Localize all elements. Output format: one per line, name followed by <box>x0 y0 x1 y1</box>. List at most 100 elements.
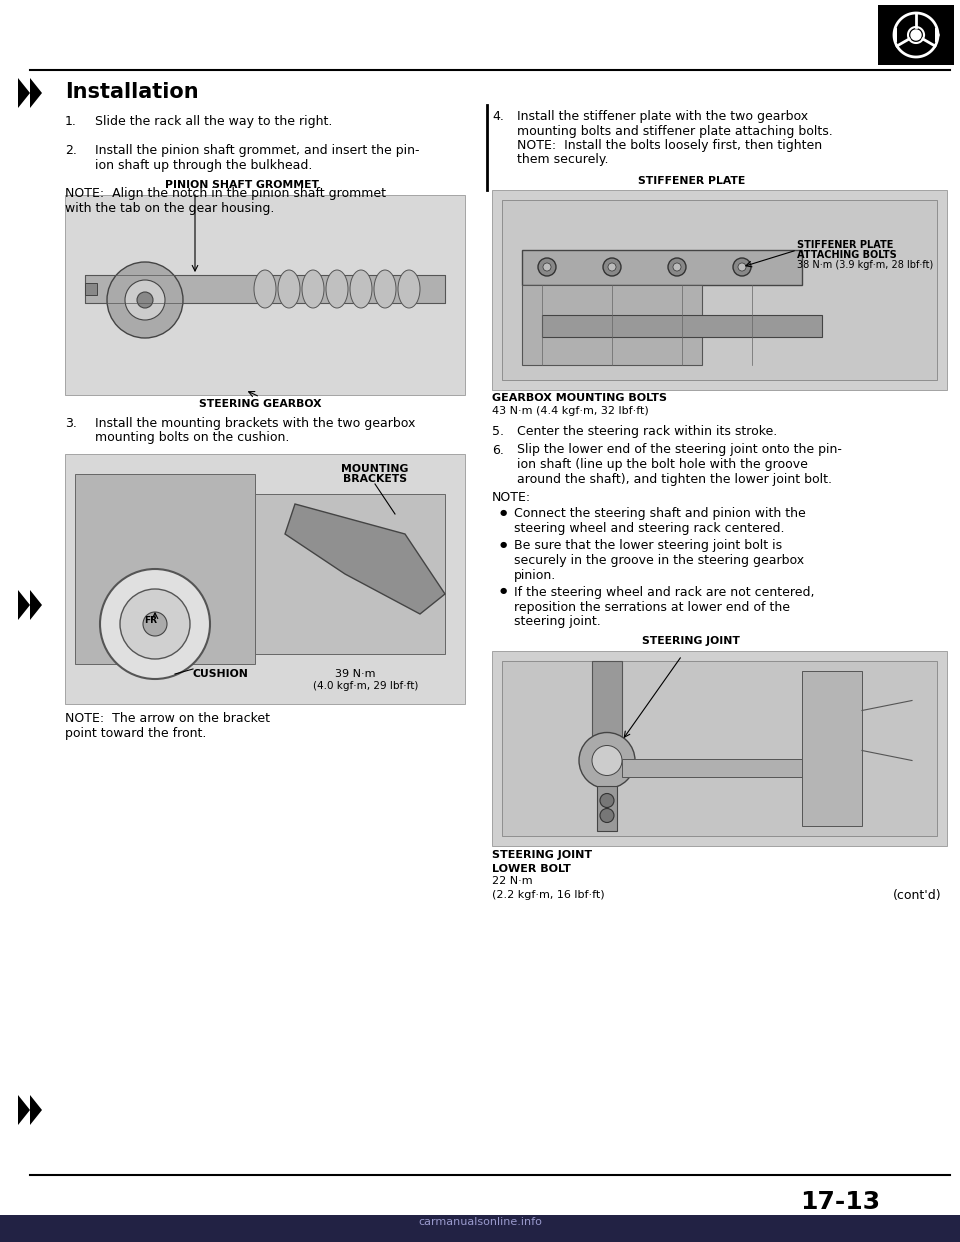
Bar <box>492 190 947 390</box>
Ellipse shape <box>278 270 300 308</box>
Text: pinion.: pinion. <box>514 569 556 581</box>
Text: CUSHION: CUSHION <box>192 669 248 679</box>
Text: MOUNTING: MOUNTING <box>342 465 409 474</box>
Text: 1.: 1. <box>65 116 77 128</box>
Bar <box>935 29 938 42</box>
Text: reposition the serrations at lower end of the: reposition the serrations at lower end o… <box>514 600 790 614</box>
Text: carmanualsonline.info: carmanualsonline.info <box>418 1217 542 1227</box>
Text: FR: FR <box>145 616 157 625</box>
Bar <box>85 274 445 303</box>
Text: steering joint.: steering joint. <box>514 615 601 628</box>
Text: STEERING JOINT: STEERING JOINT <box>492 851 592 861</box>
Text: 4.: 4. <box>492 111 504 123</box>
Bar <box>502 661 937 836</box>
Text: ●: ● <box>500 508 507 517</box>
Text: them securely.: them securely. <box>517 154 609 166</box>
Bar <box>522 250 802 284</box>
Text: 3.: 3. <box>65 417 77 430</box>
Bar <box>0 1215 960 1242</box>
Ellipse shape <box>374 270 396 308</box>
Text: ion shaft up through the bulkhead.: ion shaft up through the bulkhead. <box>95 159 312 171</box>
Text: (4.0 kgf·m, 29 lbf·ft): (4.0 kgf·m, 29 lbf·ft) <box>313 681 419 691</box>
Circle shape <box>911 30 921 40</box>
Bar <box>65 195 465 395</box>
Bar <box>522 284 702 365</box>
Text: point toward the front.: point toward the front. <box>65 727 206 739</box>
Text: ●: ● <box>500 586 507 595</box>
Text: If the steering wheel and rack are not centered,: If the steering wheel and rack are not c… <box>514 586 814 599</box>
Circle shape <box>608 263 616 271</box>
Ellipse shape <box>326 270 348 308</box>
Text: Installation: Installation <box>65 82 199 102</box>
Text: ATTACHING BOLTS: ATTACHING BOLTS <box>797 250 897 260</box>
Text: securely in the groove in the steering gearbox: securely in the groove in the steering g… <box>514 554 804 568</box>
Text: Connect the steering shaft and pinion with the: Connect the steering shaft and pinion wi… <box>514 508 805 520</box>
Text: STIFFENER PLATE: STIFFENER PLATE <box>797 240 894 250</box>
Circle shape <box>668 258 686 276</box>
Ellipse shape <box>302 270 324 308</box>
Circle shape <box>600 794 614 807</box>
Text: BRACKETS: BRACKETS <box>343 474 407 484</box>
Text: STIFFENER PLATE: STIFFENER PLATE <box>638 176 746 186</box>
Ellipse shape <box>254 270 276 308</box>
Text: ion shaft (line up the bolt hole with the groove: ion shaft (line up the bolt hole with th… <box>517 458 808 471</box>
Polygon shape <box>30 1095 42 1125</box>
Bar <box>75 474 255 664</box>
Text: Install the stiffener plate with the two gearbox: Install the stiffener plate with the two… <box>517 111 808 123</box>
Text: mounting bolts and stiffener plate attaching bolts.: mounting bolts and stiffener plate attac… <box>517 124 832 138</box>
Text: STEERING GEARBOX: STEERING GEARBOX <box>199 399 322 409</box>
Text: steering wheel and steering rack centered.: steering wheel and steering rack centere… <box>514 522 784 535</box>
Polygon shape <box>18 590 30 620</box>
Bar <box>85 283 97 296</box>
Circle shape <box>543 263 551 271</box>
Text: NOTE:  Align the notch in the pinion shaft grommet: NOTE: Align the notch in the pinion shaf… <box>65 188 386 200</box>
Circle shape <box>738 263 746 271</box>
Text: 2.: 2. <box>65 144 77 156</box>
Bar <box>492 651 947 846</box>
Circle shape <box>538 258 556 276</box>
Text: Install the pinion shaft grommet, and insert the pin-: Install the pinion shaft grommet, and in… <box>95 144 420 156</box>
Text: LOWER BOLT: LOWER BOLT <box>492 863 571 873</box>
Text: 5.: 5. <box>492 425 504 438</box>
Bar <box>502 200 937 380</box>
Text: mounting bolts on the cushion.: mounting bolts on the cushion. <box>95 431 289 445</box>
Circle shape <box>137 292 153 308</box>
Bar <box>255 494 445 655</box>
Polygon shape <box>30 78 42 108</box>
Circle shape <box>600 809 614 822</box>
Text: STEERING JOINT: STEERING JOINT <box>642 636 740 647</box>
Bar <box>542 315 822 337</box>
Text: ●: ● <box>500 539 507 549</box>
Text: 38 N·m (3.9 kgf·m, 28 lbf·ft): 38 N·m (3.9 kgf·m, 28 lbf·ft) <box>797 260 933 270</box>
Circle shape <box>592 745 622 775</box>
Ellipse shape <box>398 270 420 308</box>
Bar <box>622 759 802 776</box>
Text: 39 N·m: 39 N·m <box>335 669 375 679</box>
Text: (cont'd): (cont'd) <box>894 889 942 903</box>
Text: Be sure that the lower steering joint bolt is: Be sure that the lower steering joint bo… <box>514 539 782 553</box>
Polygon shape <box>285 504 445 614</box>
Text: Slip the lower end of the steering joint onto the pin-: Slip the lower end of the steering joint… <box>517 443 842 457</box>
Bar <box>802 671 862 826</box>
Text: 43 N·m (4.4 kgf·m, 32 lbf·ft): 43 N·m (4.4 kgf·m, 32 lbf·ft) <box>492 406 649 416</box>
Text: Install the mounting brackets with the two gearbox: Install the mounting brackets with the t… <box>95 417 416 430</box>
Bar <box>65 455 465 704</box>
Text: Center the steering rack within its stroke.: Center the steering rack within its stro… <box>517 425 778 438</box>
Circle shape <box>143 612 167 636</box>
Circle shape <box>120 589 190 660</box>
Text: GEARBOX MOUNTING BOLTS: GEARBOX MOUNTING BOLTS <box>492 392 667 402</box>
Text: with the tab on the gear housing.: with the tab on the gear housing. <box>65 202 275 215</box>
Ellipse shape <box>350 270 372 308</box>
Text: around the shaft), and tighten the lower joint bolt.: around the shaft), and tighten the lower… <box>517 472 832 486</box>
Circle shape <box>125 279 165 320</box>
Text: NOTE:  Install the bolts loosely first, then tighten: NOTE: Install the bolts loosely first, t… <box>517 139 822 152</box>
Circle shape <box>603 258 621 276</box>
Circle shape <box>107 262 183 338</box>
Bar <box>878 5 954 65</box>
Bar <box>592 661 622 760</box>
Circle shape <box>673 263 681 271</box>
Polygon shape <box>18 1095 30 1125</box>
Text: NOTE:: NOTE: <box>492 491 531 504</box>
Text: Slide the rack all the way to the right.: Slide the rack all the way to the right. <box>95 116 332 128</box>
Text: 17-13: 17-13 <box>800 1190 880 1213</box>
